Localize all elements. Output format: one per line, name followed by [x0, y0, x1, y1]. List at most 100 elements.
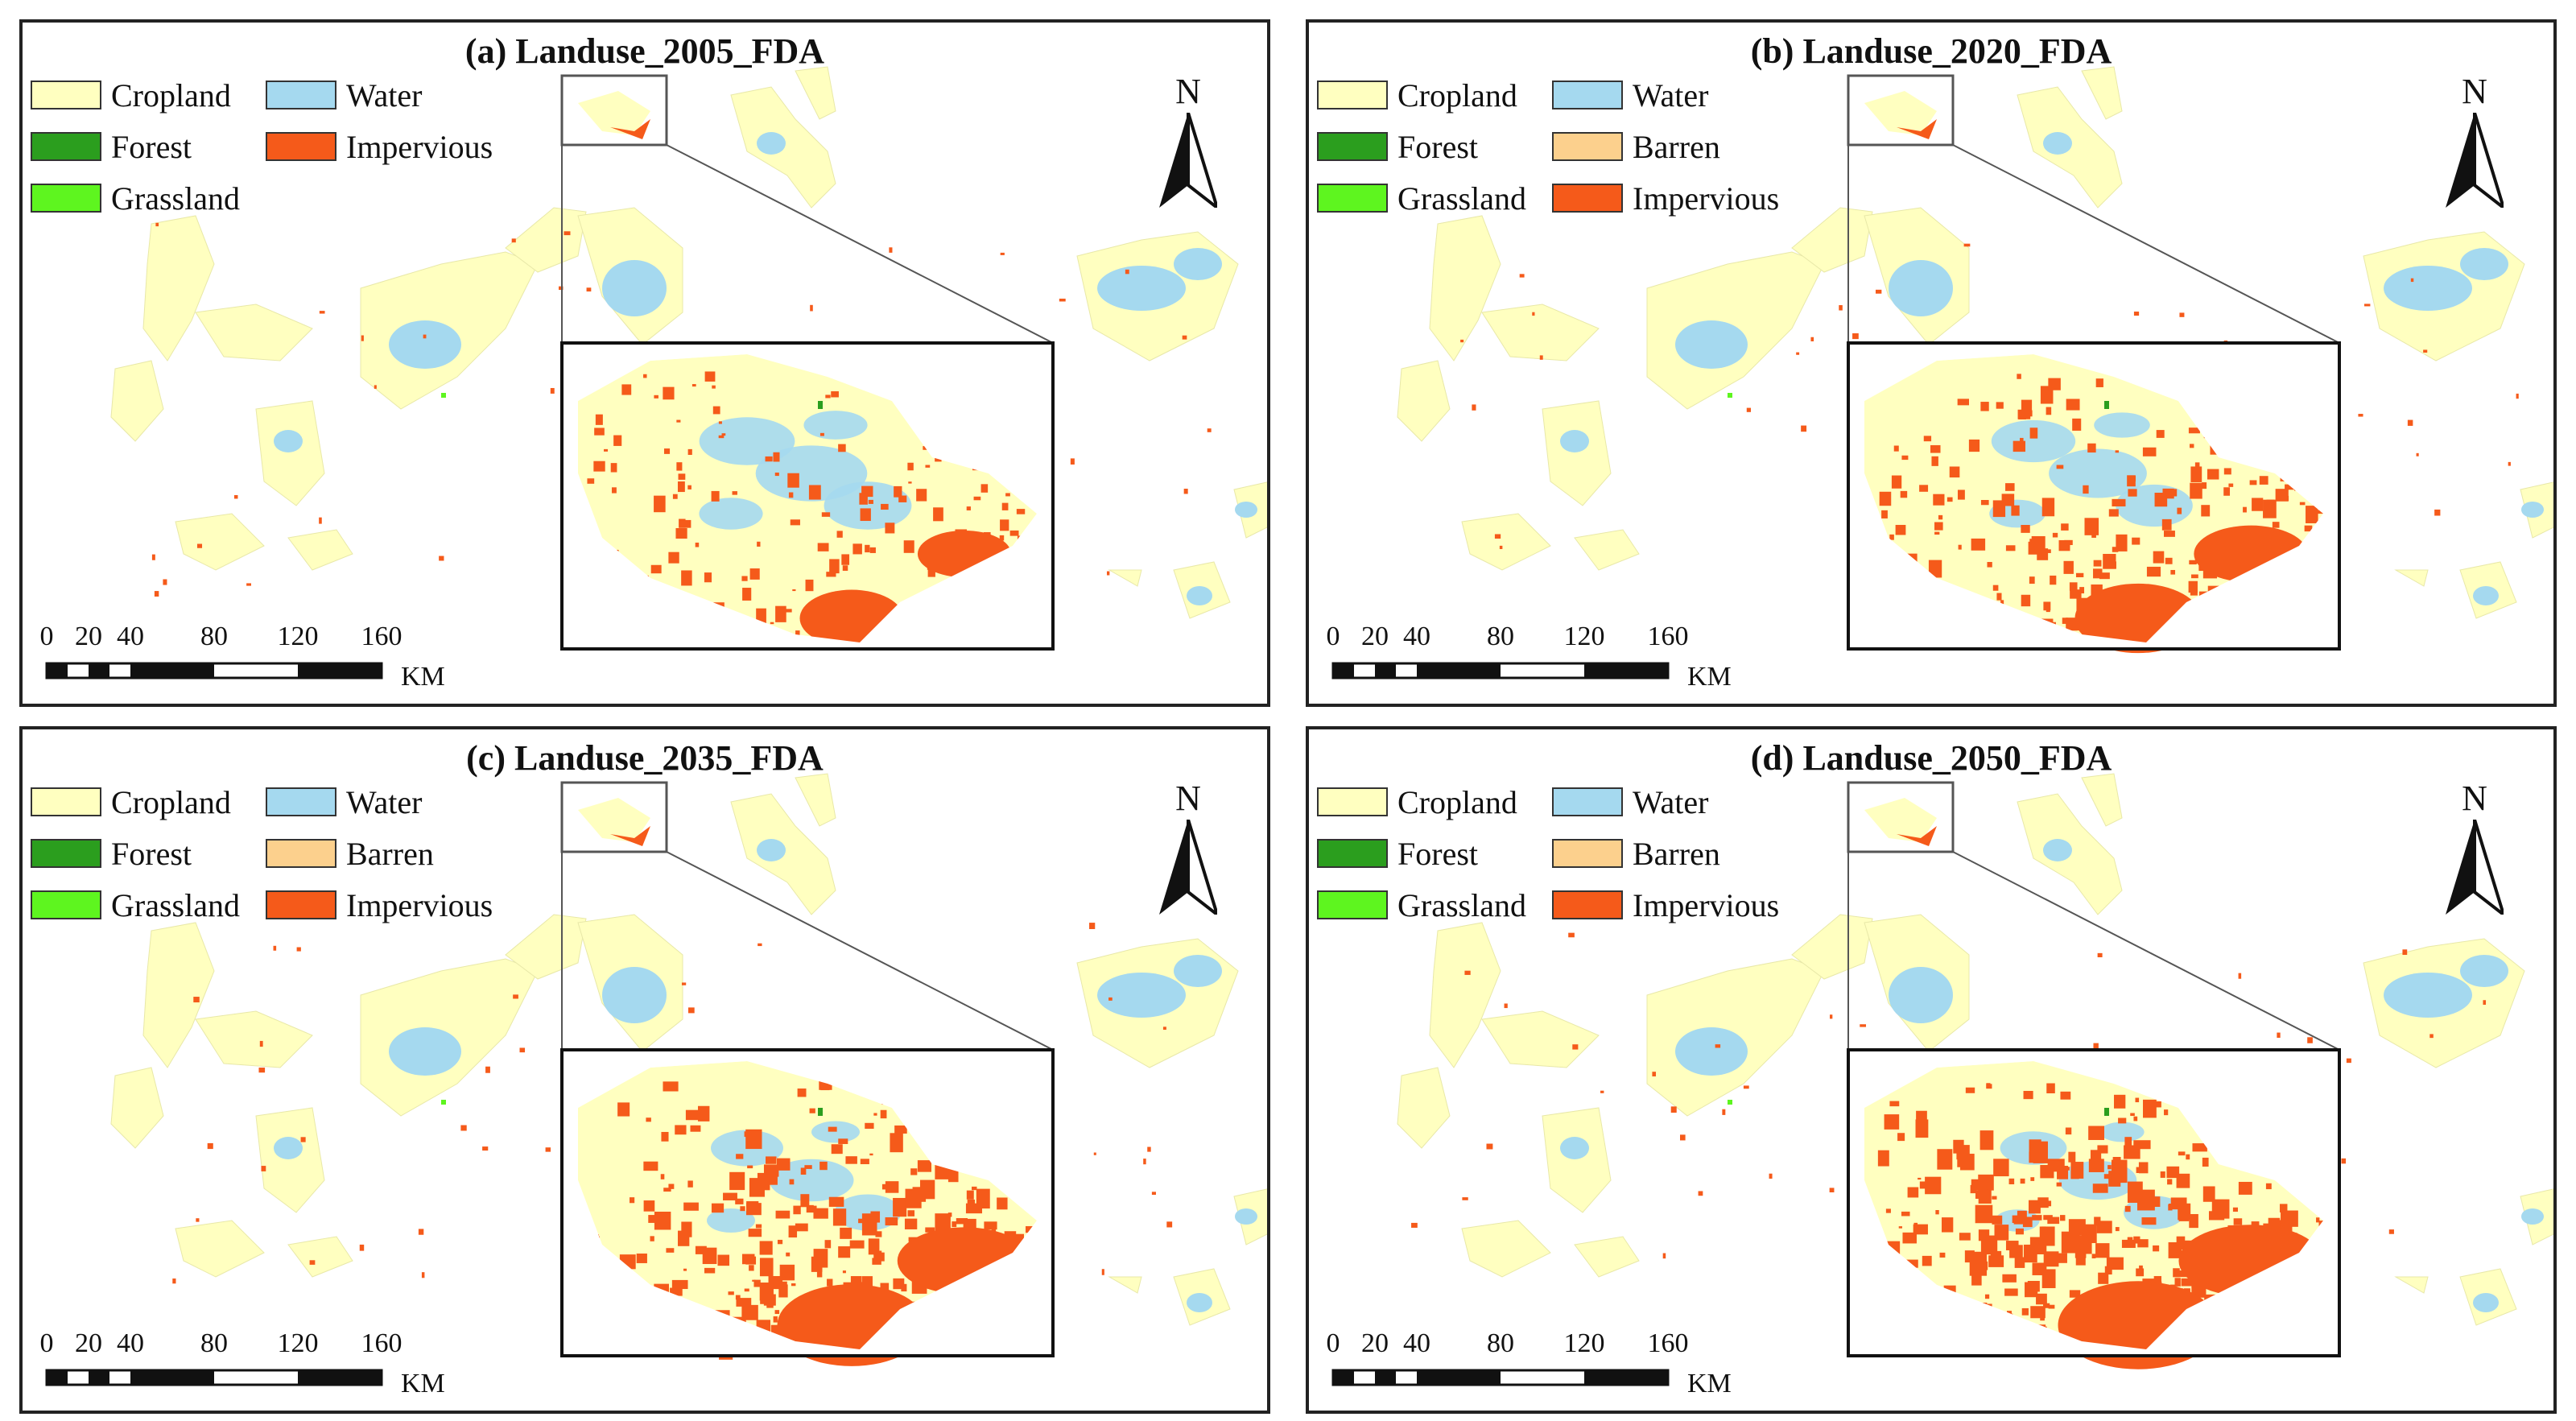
- inset-urban-patch: [2228, 483, 2234, 487]
- inset-urban-patch: [804, 1165, 812, 1169]
- inset-urban-patch: [1979, 1130, 1994, 1150]
- legend-label: Water: [1633, 783, 1709, 820]
- inset-urban-patch: [2251, 1221, 2260, 1228]
- scale-tick: 160: [361, 622, 402, 651]
- inset-urban-patch: [2061, 1231, 2079, 1254]
- inset-urban-patch: [838, 1138, 848, 1144]
- legend-label: Barren: [1633, 128, 1720, 165]
- scale-tick: 160: [1647, 1328, 1689, 1358]
- inset-urban-patch: [997, 1197, 1008, 1210]
- land-region: [1791, 914, 1873, 980]
- land-region: [110, 1067, 164, 1149]
- inset-urban-patch: [793, 1205, 801, 1215]
- inset-urban-patch: [773, 452, 780, 462]
- inset-urban-patch: [2066, 618, 2078, 631]
- inset-urban-patch: [2285, 484, 2295, 490]
- inset-urban-patch: [2268, 1217, 2281, 1229]
- inset-urban-patch: [766, 1298, 774, 1308]
- inset-urban-patch: [741, 1304, 758, 1320]
- inset-urban-patch: [786, 1252, 791, 1257]
- inset-urban-patch: [890, 1133, 903, 1153]
- inset-urban-patch: [2001, 494, 2015, 506]
- inset-urban-patch: [2152, 1196, 2161, 1207]
- urban-patch: [151, 554, 155, 560]
- legend-swatch: [1317, 132, 1388, 161]
- inset-urban-patch: [1993, 1159, 2009, 1177]
- urban-patch: [1143, 1159, 1146, 1165]
- inset-urban-patch: [2029, 1151, 2041, 1163]
- urban-patch: [1462, 1197, 1468, 1200]
- inset-urban-patch: [718, 421, 722, 424]
- legend-swatch: [1552, 839, 1623, 868]
- inset-urban-patch: [663, 1188, 671, 1192]
- water-body: [2473, 586, 2499, 605]
- scale-tick: 120: [277, 622, 319, 651]
- panel-title: (c) Landuse_2035_FDA: [466, 738, 824, 778]
- legend-item-water: Water: [266, 784, 423, 820]
- inset-water: [2094, 412, 2150, 438]
- inset-urban-patch: [2005, 483, 2015, 491]
- scale-bar: 0 20 40 80 120 160 KM: [40, 622, 459, 692]
- inset-mask: [1850, 345, 2338, 647]
- legend-swatch: [1317, 184, 1388, 213]
- water-body: [2043, 839, 2072, 861]
- land-region: [142, 215, 215, 361]
- inset-urban-patch: [2114, 1094, 2126, 1109]
- legend-item-forest: Forest: [31, 129, 192, 165]
- inset-urban-patch: [2115, 1227, 2120, 1232]
- grass-patch: [1728, 393, 1732, 398]
- inset-urban-patch: [2022, 1217, 2033, 1228]
- map-panel-c: (c) Landuse_2035_FDA Cropland Water Fore…: [19, 726, 1270, 1414]
- inset-urban-patch: [2156, 430, 2165, 438]
- inset-urban-patch: [2107, 1165, 2112, 1170]
- inset-urban-patch: [2194, 462, 2200, 468]
- inset-urban-patch: [2133, 1116, 2138, 1122]
- legend-label: Forest: [1397, 128, 1478, 165]
- inset-urban-patch: [2020, 1178, 2025, 1184]
- inset-urban-patch: [2104, 1266, 2112, 1275]
- legend-label: Barren: [346, 835, 434, 872]
- inset-urban-patch: [2057, 1166, 2069, 1179]
- inset-urban-patch: [1881, 510, 1888, 518]
- urban-patch: [1769, 1173, 1773, 1179]
- urban-patch: [359, 1244, 365, 1251]
- legend-item-grassland: Grassland: [31, 887, 240, 923]
- inset-urban-patch: [747, 1165, 753, 1169]
- legend-item-forest: Forest: [1317, 836, 1478, 872]
- urban-patch: [2423, 349, 2428, 353]
- inset-urban-patch: [636, 1254, 647, 1263]
- inset-urban-patch: [826, 572, 836, 577]
- urban-patch: [1568, 932, 1575, 938]
- water-body: [1889, 260, 1953, 316]
- inset-urban-patch: [654, 495, 666, 513]
- legend-item-impervious: Impervious: [1552, 887, 1779, 923]
- inset-locator-urban: [1897, 119, 1937, 139]
- urban-patch: [1652, 1072, 1657, 1076]
- inset-urban-patch: [2252, 498, 2264, 511]
- inset-urban-patch: [2190, 466, 2202, 482]
- inset-urban-patch: [779, 1264, 795, 1281]
- inset-urban-patch: [741, 576, 748, 581]
- inset-urban-patch: [2095, 1243, 2110, 1258]
- inset-urban-patch: [2191, 574, 2198, 579]
- inset-urban-patch: [2127, 1181, 2143, 1203]
- inset-urban-patch: [2178, 1203, 2191, 1221]
- north-arrow-icon: [1159, 820, 1217, 915]
- map-panel-d: (d) Landuse_2050_FDA Cropland Water Fore…: [1306, 726, 2557, 1414]
- inset-urban-patch: [2075, 572, 2084, 578]
- land-region: [255, 400, 325, 506]
- inset-urban-patch: [717, 1254, 730, 1266]
- urban-patch: [2093, 1043, 2099, 1049]
- legend-item-grassland: Grassland: [1317, 887, 1526, 923]
- inset-urban-patch: [2072, 418, 2082, 431]
- inset-urban-patch: [2029, 576, 2035, 585]
- inset-urban-patch: [1978, 1229, 1990, 1241]
- inset-urban-patch: [907, 462, 914, 471]
- inset-urban-patch: [1891, 475, 1902, 489]
- inset-urban-patch: [678, 473, 686, 480]
- urban-patch: [1093, 1152, 1096, 1155]
- inset-urban-patch: [836, 531, 843, 538]
- inset-urban-patch: [869, 547, 876, 553]
- inset-urban-patch: [865, 1122, 874, 1130]
- urban-patch: [1494, 534, 1501, 539]
